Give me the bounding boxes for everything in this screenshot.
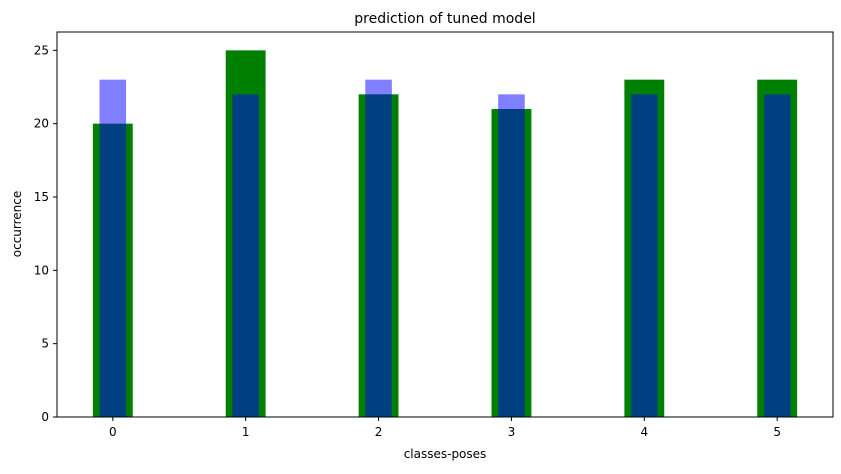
y-tick-label-15: 15	[34, 190, 49, 204]
bar-series-1-class-0	[99, 79, 127, 418]
bar-series-1-class-1	[232, 94, 259, 417]
x-axis-label: classes-poses	[404, 447, 487, 461]
y-tick-label-5: 5	[41, 337, 49, 351]
x-tick-label-4: 4	[640, 425, 648, 439]
plot-frame	[56, 31, 834, 418]
x-axis-ticks: 0 1 2 3 4 5	[109, 417, 781, 439]
y-axis-ticks: 0 5 10 15 20 25	[34, 43, 57, 424]
x-tick-label-3: 3	[508, 425, 516, 439]
bars-layer	[92, 50, 798, 418]
bar-series-1-class-3	[498, 94, 525, 417]
bar-series-1-class-2	[365, 79, 392, 418]
bar-series-1-class-5	[763, 94, 791, 417]
y-tick-label-20: 20	[34, 117, 49, 131]
y-tick-label-10: 10	[34, 263, 49, 277]
x-tick-label-1: 1	[242, 425, 250, 439]
x-tick-label-5: 5	[773, 425, 781, 439]
x-tick-label-0: 0	[109, 425, 117, 439]
y-tick-label-0: 0	[41, 410, 49, 424]
x-tick-label-2: 2	[375, 425, 383, 439]
bar-series-1-class-4	[631, 94, 658, 417]
chart-title: prediction of tuned model	[354, 11, 535, 27]
y-tick-label-25: 25	[34, 43, 49, 57]
y-axis-label: occurrence	[10, 191, 24, 258]
